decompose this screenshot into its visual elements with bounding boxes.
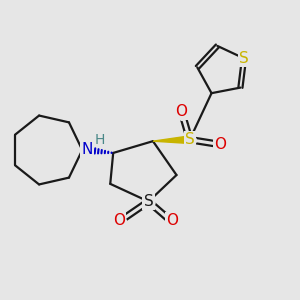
Text: N: N [81,142,92,158]
Text: S: S [239,51,249,66]
Text: O: O [166,213,178,228]
Text: O: O [113,213,125,228]
Text: O: O [175,104,187,119]
Text: S: S [144,194,153,209]
Text: S: S [185,132,195,147]
Text: O: O [214,136,226,152]
Text: H: H [95,133,105,147]
Polygon shape [153,136,190,143]
Text: S: S [185,132,195,147]
